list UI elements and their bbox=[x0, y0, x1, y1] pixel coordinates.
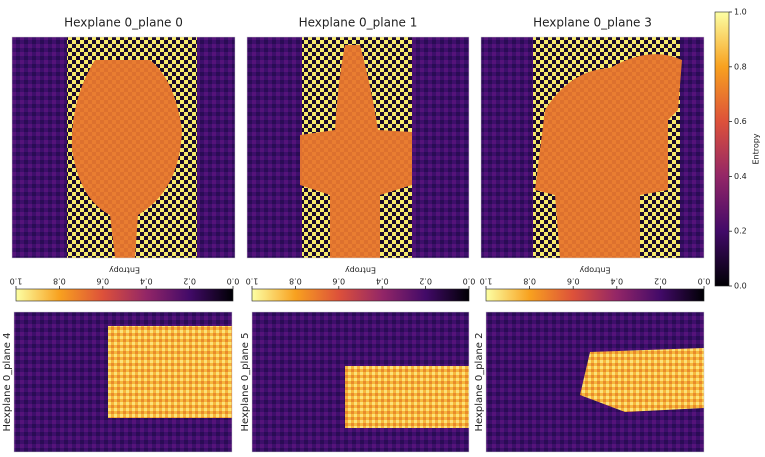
tick-label: 0.4 bbox=[140, 277, 153, 286]
tick-label: 1.0 bbox=[246, 277, 259, 286]
heatmap-title: Hexplane 0_plane 0 bbox=[64, 16, 183, 30]
tick-label: 0.6 bbox=[567, 277, 580, 286]
colorbar-label: Entropy bbox=[109, 266, 140, 275]
colorbar-label: Entropy bbox=[345, 266, 376, 275]
colorbar bbox=[251, 288, 470, 302]
tick-label: 0.8 bbox=[734, 62, 747, 71]
heatmap-frame bbox=[246, 36, 470, 259]
tick-label: 0.2 bbox=[419, 277, 432, 286]
heatmap-frame bbox=[485, 311, 705, 453]
heatmap-frame bbox=[480, 36, 705, 259]
heatmap-ylabel: Hexplane 0_plane 4 bbox=[2, 333, 13, 432]
colorbar bbox=[15, 288, 234, 302]
blob bbox=[108, 326, 232, 418]
heatmap-ylabel: Hexplane 0_plane 5 bbox=[240, 333, 251, 432]
colorbar bbox=[485, 288, 705, 302]
blob bbox=[300, 45, 412, 258]
tick-label: 0.2 bbox=[734, 227, 747, 236]
tick-label: 0.4 bbox=[376, 277, 389, 286]
tick-label: 0.0 bbox=[698, 277, 711, 286]
blob bbox=[345, 366, 469, 428]
tick-label: 0.6 bbox=[96, 277, 109, 286]
heatmap-ylabel: Hexplane 0_plane 2 bbox=[474, 333, 485, 432]
tick-label: 0.0 bbox=[227, 277, 240, 286]
heatmap-frame bbox=[13, 311, 233, 453]
tick-label: 0.6 bbox=[734, 117, 747, 126]
blob bbox=[535, 54, 682, 258]
tick-label: 0.8 bbox=[53, 277, 66, 286]
heatmap-title: Hexplane 0_plane 3 bbox=[533, 16, 652, 30]
tick-label: 1.0 bbox=[10, 277, 23, 286]
heatmap-images bbox=[12, 37, 704, 452]
tick-label: 0.6 bbox=[332, 277, 345, 286]
blob bbox=[71, 60, 182, 258]
tick-label: 0.4 bbox=[610, 277, 623, 286]
tick-label: 0.4 bbox=[734, 172, 747, 181]
tick-label: 0.2 bbox=[183, 277, 196, 286]
tick-label: 1.0 bbox=[480, 277, 493, 286]
tick-label: 0.2 bbox=[654, 277, 667, 286]
tick-label: 0.8 bbox=[289, 277, 302, 286]
tick-label: 0.0 bbox=[463, 277, 476, 286]
tick-label: 0.8 bbox=[523, 277, 536, 286]
heatmap-frame bbox=[251, 311, 470, 453]
colorbar-label: Entropy bbox=[579, 266, 610, 275]
tick-label: 0.0 bbox=[734, 282, 747, 291]
heatmap-title: Hexplane 0_plane 1 bbox=[299, 16, 418, 30]
colorbar bbox=[714, 11, 730, 287]
colorbar-label: Entropy bbox=[752, 133, 761, 164]
blob bbox=[580, 348, 704, 412]
heatmap-frame bbox=[11, 36, 236, 259]
tick-label: 1.0 bbox=[734, 8, 747, 17]
